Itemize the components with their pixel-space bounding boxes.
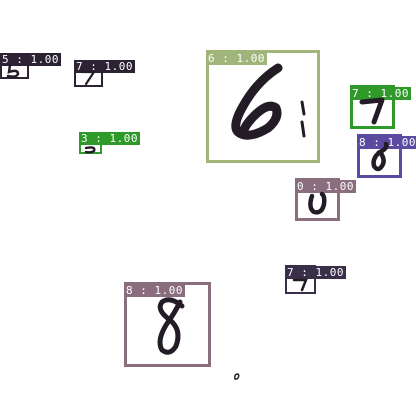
- handwritten-digit-7c: [292, 278, 308, 292]
- detection-box-8b: [124, 282, 211, 367]
- detection-label-7b: 7 : 1.00: [350, 87, 411, 100]
- detection-label-8b: 8 : 1.00: [124, 284, 185, 297]
- detection-box-7b: [350, 85, 395, 129]
- handwritten-digit-8a: [371, 141, 389, 172]
- handwritten-digit-0: [308, 191, 327, 215]
- handwritten-digit-6: [231, 63, 306, 140]
- detection-box-8a: [357, 134, 402, 178]
- handwritten-digit-7b: [359, 97, 385, 125]
- detection-label-5: 5 : 1.00: [0, 53, 61, 66]
- handwritten-digit-8b: [157, 297, 185, 355]
- detection-label-7c: 7 : 1.00: [285, 266, 346, 279]
- handwritten-digit-7a: [80, 70, 97, 86]
- handwritten-digit-5: [6, 63, 20, 78]
- detection-label-7a: 7 : 1.00: [74, 60, 135, 73]
- detection-label-0: 0 : 1.00: [295, 180, 356, 193]
- handwritten-digit-3: [84, 146, 96, 154]
- detection-label-6: 6 : 1.00: [206, 52, 267, 65]
- stray-ink-mark: [234, 373, 240, 380]
- detection-box-0: [295, 178, 340, 221]
- detection-box-6: [206, 50, 320, 163]
- detection-label-3: 3 : 1.00: [79, 132, 140, 145]
